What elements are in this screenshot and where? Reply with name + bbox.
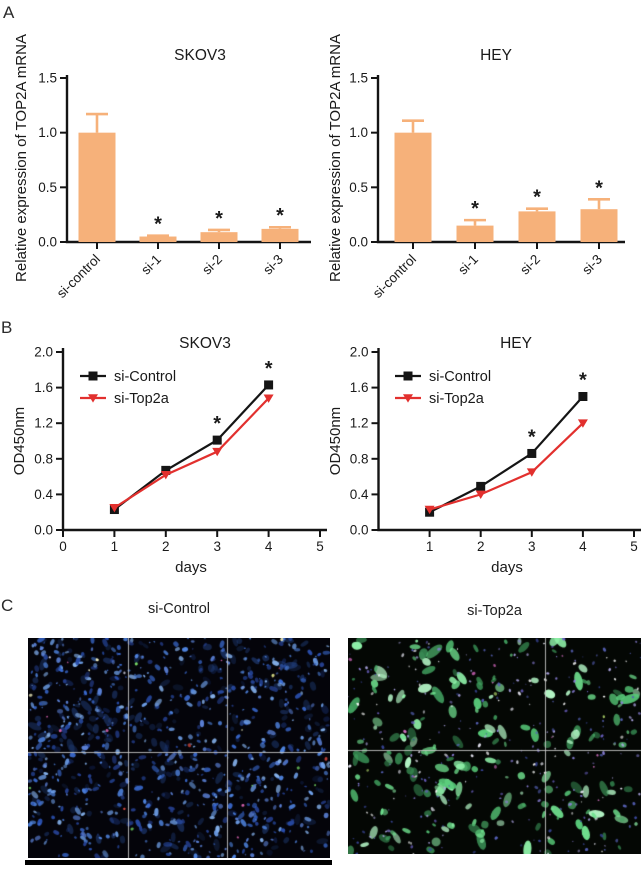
svg-text:4: 4 [265, 539, 273, 554]
svg-text:si-Top2a: si-Top2a [114, 391, 170, 407]
svg-text:si-control: si-control [370, 252, 419, 301]
svg-text:si-2: si-2 [199, 252, 225, 278]
svg-text:si-3: si-3 [579, 252, 605, 278]
panel-a-label: A [3, 3, 15, 22]
svg-text:0.0: 0.0 [349, 235, 368, 250]
svg-text:*: * [595, 177, 603, 199]
svg-text:2: 2 [477, 539, 485, 554]
svg-text:0.8: 0.8 [350, 451, 369, 466]
svg-text:*: * [213, 413, 221, 435]
svg-text:1: 1 [111, 539, 119, 554]
svg-text:si-1: si-1 [455, 252, 481, 278]
svg-text:Relative expression of TOP2A m: Relative expression of TOP2A mRNA [327, 34, 344, 282]
svg-text:1.0: 1.0 [38, 125, 57, 140]
line-chart-od450-skov3: SKOV3 OD450nm days 0.0 0.4 0.8 1.2 1.6 2.0 0 1 2 3 4 5… [11, 335, 327, 576]
svg-text:1.2: 1.2 [350, 416, 369, 431]
svg-text:*: * [276, 205, 284, 227]
svg-text:0.8: 0.8 [34, 451, 53, 466]
svg-text:*: * [265, 358, 273, 380]
svg-text:*: * [471, 198, 479, 220]
svg-text:SKOV3: SKOV3 [179, 335, 231, 352]
svg-text:*: * [533, 187, 541, 209]
svg-text:OD450nm: OD450nm [11, 407, 28, 475]
svg-text:1.6: 1.6 [34, 380, 53, 395]
svg-text:Relative expression of TOP2A m: Relative expression of TOP2A mRNA [13, 34, 30, 282]
fluorescence-image-si-top2a [348, 638, 641, 854]
svg-text:si-1: si-1 [138, 252, 164, 278]
svg-text:1.2: 1.2 [34, 416, 53, 431]
panel-c-label: C [1, 596, 14, 615]
svg-text:HEY: HEY [500, 335, 532, 352]
svg-text:0.5: 0.5 [349, 180, 368, 195]
svg-text:si-control: si-control [54, 252, 103, 301]
svg-text:1.5: 1.5 [38, 71, 57, 86]
micrograph-label-si-control: si-Control [147, 601, 211, 617]
scale-bar [25, 860, 332, 865]
svg-text:1.0: 1.0 [349, 125, 368, 140]
svg-text:si-Top2a: si-Top2a [429, 391, 485, 407]
svg-text:*: * [528, 426, 536, 448]
svg-text:0: 0 [59, 539, 67, 554]
svg-text:*: * [215, 208, 223, 230]
svg-text:5: 5 [630, 539, 638, 554]
svg-text:si-2: si-2 [517, 252, 543, 278]
micrograph-label-si-top2a: si-Top2a [467, 603, 522, 619]
svg-text:1.5: 1.5 [349, 71, 368, 86]
svg-text:1: 1 [426, 539, 434, 554]
svg-text:2.0: 2.0 [34, 345, 53, 360]
svg-text:OD450nm: OD450nm [327, 407, 344, 475]
svg-text:0.0: 0.0 [38, 235, 57, 250]
svg-text:2.0: 2.0 [350, 345, 369, 360]
svg-text:3: 3 [213, 539, 221, 554]
svg-text:0.0: 0.0 [34, 523, 53, 538]
svg-text:3: 3 [528, 539, 536, 554]
svg-text:*: * [154, 214, 162, 236]
svg-text:4: 4 [579, 539, 587, 554]
svg-text:SKOV3: SKOV3 [174, 47, 226, 64]
svg-text:si-Control: si-Control [429, 369, 491, 385]
svg-text:5: 5 [316, 539, 324, 554]
bar-chart-top2a-mrna-hey: HEY Relative expression of TOP2A mRNA 0.0 0… [327, 34, 625, 301]
svg-text:0.4: 0.4 [350, 487, 369, 502]
svg-text:days: days [491, 559, 523, 576]
svg-text:1.6: 1.6 [350, 380, 369, 395]
svg-text:0.5: 0.5 [38, 180, 57, 195]
svg-text:0.4: 0.4 [34, 487, 53, 502]
fluorescence-image-si-control [28, 638, 330, 858]
svg-text:si-3: si-3 [260, 252, 286, 278]
svg-text:*: * [579, 370, 587, 392]
line-chart-od450-hey: HEY OD450nm days 0.0 0.4 0.8 1.2 1.6 2.0 1 2 3 4 5 * * s… [327, 335, 641, 576]
bar-chart-top2a-mrna-skov3: SKOV3 Relative expression of TOP2A mRNA 0.… [13, 34, 311, 301]
svg-text:2: 2 [162, 539, 170, 554]
panel-b-label: B [1, 318, 13, 337]
svg-text:0.0: 0.0 [350, 523, 369, 538]
svg-text:HEY: HEY [480, 47, 512, 64]
svg-text:days: days [175, 559, 207, 576]
svg-text:si-Control: si-Control [114, 369, 176, 385]
